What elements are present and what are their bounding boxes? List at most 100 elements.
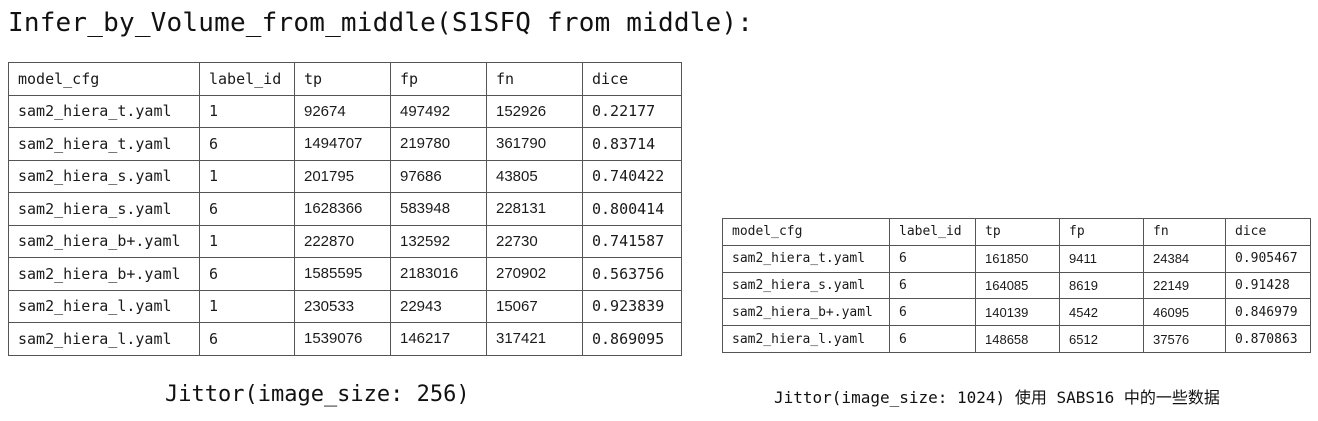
table-cell: 4542 <box>1059 298 1144 327</box>
table-cell: 164085 <box>975 271 1060 300</box>
table-cell: 317421 <box>486 322 583 356</box>
table-cell: 0.91428 <box>1225 271 1311 300</box>
table-cell: sam2_hiera_l.yaml <box>722 325 890 353</box>
table-cell: 6 <box>889 271 976 300</box>
table-cell: sam2_hiera_b+.yaml <box>8 224 200 258</box>
table-header-row: model_cfg label_id tp fp fn dice <box>722 218 1311 246</box>
table-cell: 22149 <box>1143 271 1226 300</box>
table-cell: 6 <box>889 244 976 273</box>
table-cell: 24384 <box>1143 244 1226 273</box>
table-cell: 0.923839 <box>582 289 682 323</box>
table-cell: 6 <box>889 298 976 327</box>
table-cell: 6 <box>199 192 295 226</box>
table-row: sam2_hiera_l.yaml 1 230533 22943 15067 0.9238… <box>8 289 682 323</box>
column-header: fp <box>1059 218 1144 246</box>
table-cell: 497492 <box>390 94 487 128</box>
table-cell: 230533 <box>294 289 391 323</box>
table-cell: 2183016 <box>390 257 487 291</box>
table-cell: 583948 <box>390 192 487 226</box>
table-cell: 222870 <box>294 224 391 258</box>
table-cell: 1494707 <box>294 127 391 161</box>
table-cell: 1 <box>199 289 295 323</box>
table-cell: 1 <box>199 159 295 193</box>
table-row: sam2_hiera_l.yaml 6 148658 6512 37576 0.87086… <box>722 325 1311 353</box>
table-cell: 43805 <box>486 159 583 193</box>
table-cell: 6 <box>199 322 295 356</box>
table-cell: sam2_hiera_t.yaml <box>8 94 200 128</box>
table-cell: 161850 <box>975 244 1060 273</box>
page-title: Infer_by_Volume_from_middle(S1SFQ from m… <box>8 8 754 38</box>
column-header: fn <box>486 62 583 96</box>
table-header-row: model_cfg label_id tp fp fn dice <box>8 62 682 96</box>
table-cell: 270902 <box>486 257 583 291</box>
table-cell: 0.740422 <box>582 159 682 193</box>
table-row: sam2_hiera_b+.yaml 6 140139 4542 46095 0.8469… <box>722 298 1311 327</box>
table-cell: 0.563756 <box>582 257 682 291</box>
table-row: sam2_hiera_t.yaml 1 92674 497492 152926 0.221… <box>8 94 682 128</box>
table-cell: 0.83714 <box>582 127 682 161</box>
table-row: sam2_hiera_t.yaml 6 1494707 219780 361790 0.8… <box>8 127 682 161</box>
column-header: tp <box>294 62 391 96</box>
table-cell: 140139 <box>975 298 1060 327</box>
table-row: sam2_hiera_s.yaml 6 164085 8619 22149 0.91428 <box>722 271 1311 300</box>
table-cell: 15067 <box>486 289 583 323</box>
table-row: sam2_hiera_b+.yaml 1 222870 132592 22730 0.74… <box>8 224 682 258</box>
table-cell: 152926 <box>486 94 583 128</box>
table-cell: 46095 <box>1143 298 1226 327</box>
table-cell: 0.905467 <box>1225 244 1311 273</box>
column-header: fp <box>390 62 487 96</box>
column-header: tp <box>975 218 1060 246</box>
table-cell: sam2_hiera_b+.yaml <box>8 257 200 291</box>
results-table-1024: model_cfg label_id tp fp fn dice sam2_hiera_t.… <box>722 218 1311 353</box>
table-cell: 1539076 <box>294 322 391 356</box>
column-header: label_id <box>889 218 976 246</box>
table-cell: 97686 <box>390 159 487 193</box>
table-cell: 201795 <box>294 159 391 193</box>
column-header: dice <box>1225 218 1311 246</box>
table-cell: sam2_hiera_s.yaml <box>8 159 200 193</box>
caption-image-size-256: Jittor(image_size: 256) <box>165 382 470 407</box>
table-cell: 6 <box>199 257 295 291</box>
table-cell: 1 <box>199 224 295 258</box>
caption-image-size-1024: Jittor(image_size: 1024) 使用 SABS16 中的一些数… <box>774 388 1220 407</box>
table-cell: 92674 <box>294 94 391 128</box>
table-cell: 0.800414 <box>582 192 682 226</box>
results-table-256: model_cfg label_id tp fp fn dice sam2_hiera_t.… <box>8 62 682 356</box>
table-cell: 22943 <box>390 289 487 323</box>
table-cell: 6512 <box>1059 325 1144 353</box>
table-cell: 361790 <box>486 127 583 161</box>
column-header: model_cfg <box>8 62 200 96</box>
table-cell: 9411 <box>1059 244 1144 273</box>
table-cell: 8619 <box>1059 271 1144 300</box>
table-cell: 0.741587 <box>582 224 682 258</box>
table-cell: 146217 <box>390 322 487 356</box>
table-cell: sam2_hiera_l.yaml <box>8 322 200 356</box>
table-cell: sam2_hiera_t.yaml <box>8 127 200 161</box>
table-cell: 228131 <box>486 192 583 226</box>
table-row: sam2_hiera_s.yaml 6 1628366 583948 228131 0.8… <box>8 192 682 226</box>
table-cell: 1 <box>199 94 295 128</box>
table-cell: 1585595 <box>294 257 391 291</box>
table-cell: 148658 <box>975 325 1060 353</box>
column-header: dice <box>582 62 682 96</box>
table-cell: sam2_hiera_s.yaml <box>8 192 200 226</box>
table-cell: 6 <box>199 127 295 161</box>
table-cell: 22730 <box>486 224 583 258</box>
table-cell: 0.870863 <box>1225 325 1311 353</box>
table-cell: 0.846979 <box>1225 298 1311 327</box>
table-row: sam2_hiera_l.yaml 6 1539076 146217 317421 0.8… <box>8 322 682 356</box>
table-cell: 6 <box>889 325 976 353</box>
table-cell: sam2_hiera_t.yaml <box>722 244 890 273</box>
table-row: sam2_hiera_t.yaml 6 161850 9411 24384 0.90546… <box>722 244 1311 273</box>
column-header: fn <box>1143 218 1226 246</box>
table-cell: 132592 <box>390 224 487 258</box>
table-cell: 1628366 <box>294 192 391 226</box>
table-cell: 0.869095 <box>582 322 682 356</box>
column-header: label_id <box>199 62 295 96</box>
table-cell: sam2_hiera_b+.yaml <box>722 298 890 327</box>
table-cell: 219780 <box>390 127 487 161</box>
table-cell: sam2_hiera_l.yaml <box>8 289 200 323</box>
table-cell: sam2_hiera_s.yaml <box>722 271 890 300</box>
table-cell: 0.22177 <box>582 94 682 128</box>
table-cell: 37576 <box>1143 325 1226 353</box>
